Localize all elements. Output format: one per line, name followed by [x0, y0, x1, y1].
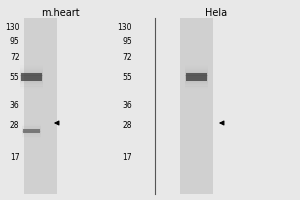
Bar [185, 75, 208, 76]
Bar [185, 72, 208, 73]
Bar [22, 136, 40, 137]
Bar [185, 87, 208, 88]
Bar [185, 70, 208, 71]
Text: 17: 17 [122, 154, 132, 162]
Bar [20, 86, 43, 87]
Bar [20, 85, 43, 86]
Text: Hela: Hela [205, 8, 227, 18]
Bar [22, 129, 40, 130]
Bar [20, 78, 43, 79]
Bar [185, 76, 208, 77]
Text: 55: 55 [10, 72, 20, 82]
Bar [185, 80, 208, 81]
Bar [20, 65, 43, 66]
Text: 72: 72 [122, 53, 132, 62]
Bar [22, 137, 40, 138]
Text: 28: 28 [10, 120, 20, 130]
Bar [185, 75, 208, 76]
Bar [20, 72, 43, 73]
Text: 95: 95 [122, 38, 132, 46]
Bar [185, 86, 208, 87]
Bar [21, 73, 42, 81]
Bar [186, 73, 207, 81]
Text: 36: 36 [122, 100, 132, 110]
Bar [185, 69, 208, 70]
Bar [185, 83, 208, 84]
Bar [185, 77, 208, 78]
Bar [185, 78, 208, 79]
Bar [185, 81, 208, 82]
Bar [20, 71, 43, 72]
Bar [185, 66, 208, 67]
Bar [22, 136, 40, 137]
Bar [22, 127, 40, 128]
Bar [22, 131, 40, 132]
Bar [22, 130, 40, 131]
Bar [20, 82, 43, 83]
Bar [22, 133, 40, 134]
Text: 72: 72 [10, 53, 20, 62]
Bar [20, 67, 43, 68]
Bar [22, 128, 40, 129]
Text: 130: 130 [5, 23, 20, 32]
Bar [20, 75, 43, 76]
Bar [22, 126, 40, 127]
Bar [20, 66, 43, 67]
Bar [180, 18, 213, 194]
Bar [185, 79, 208, 80]
Bar [22, 126, 40, 127]
Bar [22, 131, 40, 132]
Bar [20, 68, 43, 69]
Bar [22, 124, 40, 125]
Text: 28: 28 [122, 120, 132, 130]
Text: 130: 130 [118, 23, 132, 32]
Bar [22, 132, 40, 133]
Bar [24, 18, 57, 194]
Bar [20, 69, 43, 70]
Bar [20, 88, 43, 89]
Bar [22, 134, 40, 135]
Bar [20, 87, 43, 88]
Text: m.heart: m.heart [41, 8, 79, 18]
Bar [185, 74, 208, 75]
Bar [185, 86, 208, 87]
Bar [20, 73, 43, 74]
Bar [185, 67, 208, 68]
Bar [22, 135, 40, 136]
Bar [185, 88, 208, 89]
Bar [20, 74, 43, 75]
Text: 55: 55 [122, 72, 132, 82]
Text: 17: 17 [10, 154, 20, 162]
Bar [22, 125, 40, 126]
Bar [23, 129, 40, 133]
Bar [185, 73, 208, 74]
Text: 95: 95 [10, 38, 20, 46]
Bar [20, 80, 43, 81]
Bar [20, 83, 43, 84]
Bar [20, 75, 43, 76]
Bar [20, 70, 43, 71]
Bar [20, 79, 43, 80]
Bar [185, 82, 208, 83]
Bar [20, 77, 43, 78]
Bar [185, 84, 208, 85]
Bar [20, 84, 43, 85]
Bar [20, 81, 43, 82]
Text: 36: 36 [10, 100, 20, 110]
Bar [185, 68, 208, 69]
Bar [20, 86, 43, 87]
Bar [185, 65, 208, 66]
Bar [185, 85, 208, 86]
Bar [185, 71, 208, 72]
Bar [20, 76, 43, 77]
